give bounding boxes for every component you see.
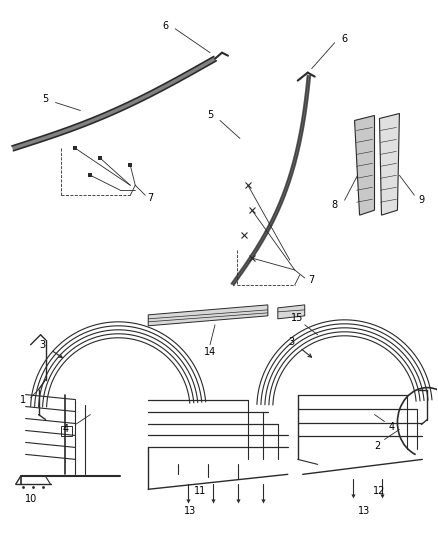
Text: 2: 2 bbox=[374, 441, 381, 451]
Text: 11: 11 bbox=[194, 486, 206, 496]
Text: 15: 15 bbox=[290, 313, 303, 323]
Text: 7: 7 bbox=[147, 193, 153, 203]
Text: 3: 3 bbox=[39, 340, 46, 350]
Polygon shape bbox=[148, 305, 268, 326]
Polygon shape bbox=[379, 114, 399, 215]
Text: 9: 9 bbox=[418, 195, 424, 205]
Text: 13: 13 bbox=[358, 506, 371, 516]
Text: 5: 5 bbox=[207, 110, 213, 120]
Text: 10: 10 bbox=[25, 494, 37, 504]
Text: 6: 6 bbox=[162, 21, 168, 31]
Text: 8: 8 bbox=[332, 200, 338, 210]
Text: 13: 13 bbox=[184, 506, 196, 516]
Polygon shape bbox=[278, 305, 305, 319]
Text: 5: 5 bbox=[42, 93, 49, 103]
Text: 14: 14 bbox=[204, 347, 216, 357]
Text: 6: 6 bbox=[342, 34, 348, 44]
Text: 3: 3 bbox=[289, 337, 295, 347]
Text: 12: 12 bbox=[373, 486, 386, 496]
Bar bbox=[60, 426, 72, 437]
Polygon shape bbox=[355, 116, 374, 215]
Text: 4: 4 bbox=[63, 424, 69, 434]
Text: 4: 4 bbox=[389, 423, 395, 432]
Text: 1: 1 bbox=[20, 394, 26, 405]
Text: 7: 7 bbox=[309, 275, 315, 285]
